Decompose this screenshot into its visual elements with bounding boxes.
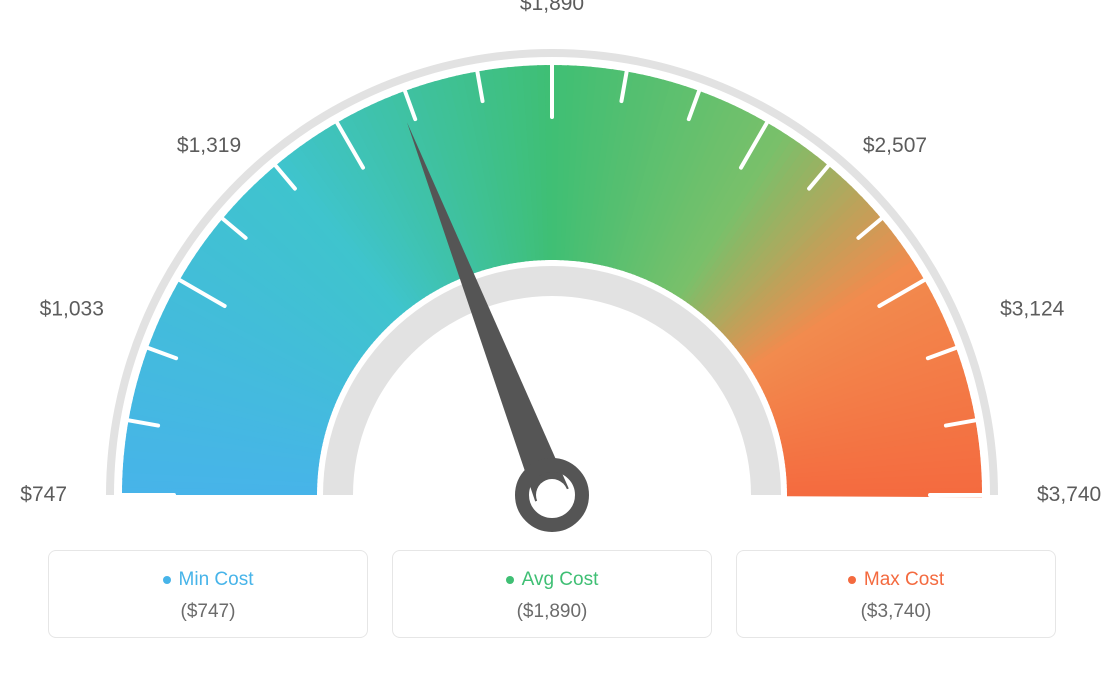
- svg-text:$3,740: $3,740: [1037, 483, 1101, 506]
- svg-text:$1,319: $1,319: [177, 134, 241, 157]
- legend-dot-max: [848, 576, 856, 584]
- legend-dot-avg: [506, 576, 514, 584]
- svg-text:$1,890: $1,890: [520, 0, 584, 15]
- legend-card-avg: Avg Cost ($1,890): [392, 550, 712, 638]
- legend-label-min: Min Cost: [179, 569, 254, 591]
- legend-label-max: Max Cost: [864, 569, 944, 591]
- gauge-svg: $747 $1,033 $1,319 $1,890 $2,507 $3,124 $3,740: [0, 0, 1104, 555]
- svg-text:$3,124: $3,124: [1000, 297, 1065, 320]
- gauge-chart: $747 $1,033 $1,319 $1,890 $2,507 $3,124 $3,740: [0, 0, 1104, 560]
- legend-card-max: Max Cost ($3,740): [736, 550, 1056, 638]
- legend-value-max: ($3,740): [747, 601, 1045, 623]
- legend-label-row: Max Cost: [747, 569, 1045, 591]
- legend-label-avg: Avg Cost: [522, 569, 599, 591]
- legend-label-row: Avg Cost: [403, 569, 701, 591]
- legend-label-row: Min Cost: [59, 569, 357, 591]
- legend-value-min: ($747): [59, 601, 357, 623]
- legend-card-min: Min Cost ($747): [48, 550, 368, 638]
- svg-text:$2,507: $2,507: [863, 134, 927, 157]
- svg-text:$1,033: $1,033: [40, 297, 104, 320]
- legend-row: Min Cost ($747) Avg Cost ($1,890) Max Co…: [0, 550, 1104, 638]
- legend-value-avg: ($1,890): [403, 601, 701, 623]
- legend-dot-min: [163, 576, 171, 584]
- svg-text:$747: $747: [20, 483, 67, 506]
